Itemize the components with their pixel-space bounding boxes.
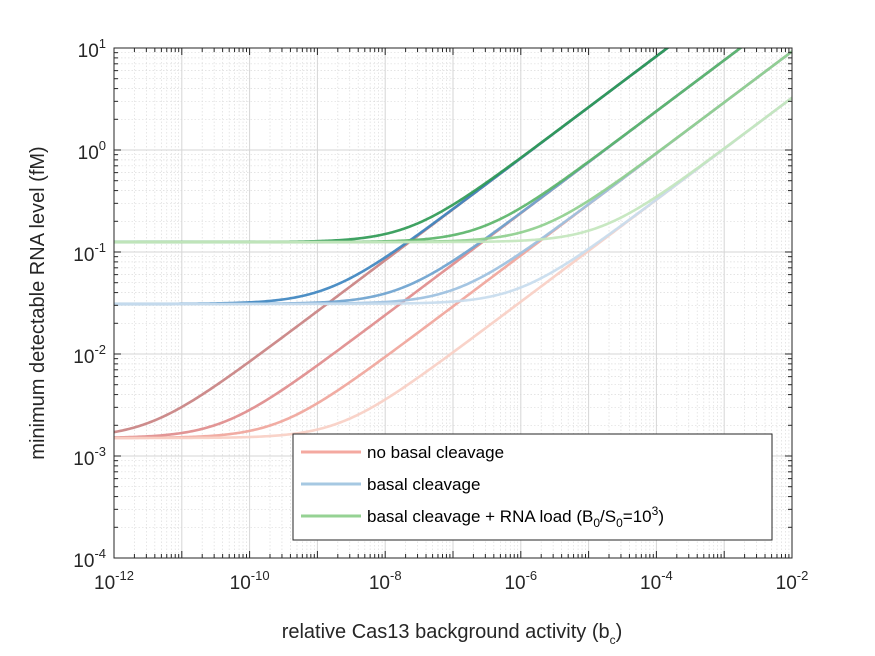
x-tick-label: 10-6	[504, 568, 537, 594]
x-tick-label: 10-4	[640, 568, 673, 594]
y-tick-label: 10-4	[73, 546, 106, 572]
y-tick-label: 101	[78, 36, 106, 62]
y-tick-label: 100	[78, 138, 106, 164]
y-axis-label: minimum detectable RNA level (fM)	[27, 146, 49, 459]
x-tick-label: 10-8	[369, 568, 402, 594]
x-axis-ticks: 10-12 10-10 10-8 10-6 10-4 10-2	[94, 48, 808, 594]
series-lines	[114, 48, 792, 440]
y-tick-label: 10-2	[73, 342, 106, 368]
legend-box	[292, 433, 773, 541]
y-axis-ticks: 10-4 10-3 10-2 10-1 100 101	[73, 36, 792, 572]
x-tick-label: 10-10	[230, 568, 270, 594]
x-tick-label: 10-12	[94, 568, 134, 594]
x-tick-label: 10-2	[776, 568, 809, 594]
legend-label-no-basal: no basal cleavage	[367, 443, 504, 462]
legend-label-basal: basal cleavage	[367, 475, 480, 494]
y-tick-label: 10-1	[73, 240, 106, 266]
legend-label-rna-load: basal cleavage + RNA load (B0/S0=103)	[367, 504, 664, 530]
y-tick-label: 10-3	[73, 444, 106, 470]
legend: no basal cleavage basal cleavage basal c…	[292, 433, 773, 541]
x-axis-label: relative Cas13 background activity (bc)	[282, 621, 623, 647]
series-line-12	[114, 96, 792, 244]
